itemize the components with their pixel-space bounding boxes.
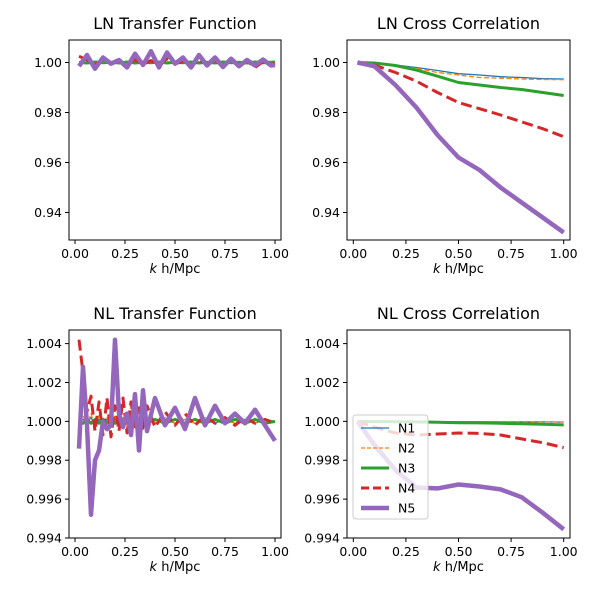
x-axis-label-unit: h/Mpc (157, 560, 200, 575)
series-line-n4 (77, 339, 276, 439)
y-tick-label: 1.004 (304, 336, 340, 351)
x-axis-label-unit: h/Mpc (441, 560, 484, 575)
y-tick-label: 0.98 (312, 105, 340, 120)
x-axis-label: k h/Mpc (433, 262, 484, 277)
series-line-n5 (76, 337, 277, 517)
x-axis-label-unit: h/Mpc (441, 262, 484, 277)
y-tick-label: 1.000 (26, 414, 62, 429)
chart-title: NL Cross Correlation (377, 304, 540, 323)
x-axis-label-variable: k (150, 262, 158, 277)
legend-label-n1: N1 (398, 421, 415, 436)
x-tick-label: 0.25 (111, 246, 139, 261)
x-tick-label: 0.75 (497, 544, 525, 559)
legend-label-n2: N2 (398, 441, 415, 456)
y-tick-label: 0.994 (26, 531, 62, 546)
x-tick-label: 1.00 (550, 544, 578, 559)
x-tick-label: 0.75 (211, 246, 239, 261)
y-tick-label: 0.98 (34, 105, 62, 120)
y-tick-label: 0.994 (304, 531, 340, 546)
legend-label-n5: N5 (398, 501, 415, 516)
x-axis-label-variable: k (433, 262, 441, 277)
x-tick-label: 0.00 (339, 246, 367, 261)
x-axis-label: k h/Mpc (150, 262, 201, 277)
chart-panel-2: LN Cross Correlation 0.00 0.25 0.50 0.75 1.00… (312, 14, 577, 277)
y-tick-label: 1.002 (304, 375, 340, 390)
y-tick-label: 0.996 (304, 492, 340, 507)
y-tick-label: 0.996 (26, 492, 62, 507)
y-tick-label: 1.00 (312, 55, 340, 70)
y-tick-label: 0.96 (312, 155, 340, 170)
y-tick-label: 0.94 (34, 205, 62, 220)
y-tick-label: 0.94 (312, 205, 340, 220)
x-tick-label: 0.50 (161, 544, 189, 559)
y-tick-label: 1.002 (26, 375, 62, 390)
x-axis-label-variable: k (433, 560, 441, 575)
y-tick-label: 1.000 (304, 414, 340, 429)
x-tick-label: 0.25 (392, 544, 420, 559)
chart-panel-3: NL Transfer Function 0.00 0.25 0.50 0.75 1.00… (26, 304, 289, 575)
x-tick-label: 1.00 (261, 544, 289, 559)
x-tick-label: 0.00 (339, 544, 367, 559)
x-tick-label: 0.25 (111, 544, 139, 559)
chart-title: LN Cross Correlation (377, 14, 540, 33)
x-tick-label: 0.75 (211, 544, 239, 559)
legend-box (352, 414, 429, 520)
x-tick-label: 0.50 (161, 246, 189, 261)
x-axis-label: k h/Mpc (433, 560, 484, 575)
axes-frame (68, 39, 282, 241)
legend: N1 N2 N3 N4 N5 (352, 414, 429, 520)
y-tick-label: 0.96 (34, 155, 62, 170)
x-tick-label: 0.50 (445, 246, 473, 261)
x-axis-label-unit: h/Mpc (157, 262, 200, 277)
chart-panel-4: NL Cross Correlation 0.00 0.25 0.50 0.75 1.00… (304, 304, 577, 575)
x-tick-label: 0.00 (61, 544, 89, 559)
y-tick-label: 0.998 (26, 453, 62, 468)
x-tick-label: 0.25 (392, 246, 420, 261)
y-tick-label: 0.998 (304, 453, 340, 468)
chart-title: LN Transfer Function (93, 14, 256, 33)
x-tick-label: 0.75 (497, 246, 525, 261)
legend-label-n4: N4 (398, 481, 415, 496)
x-tick-label: 0.50 (445, 544, 473, 559)
x-tick-label: 1.00 (261, 246, 289, 261)
y-tick-label: 1.00 (34, 55, 62, 70)
legend-label-n3: N3 (398, 461, 415, 476)
series-line-n4 (357, 61, 565, 139)
series-line-n3 (357, 61, 564, 97)
x-axis-label-variable: k (150, 560, 158, 575)
x-tick-label: 0.00 (61, 246, 89, 261)
y-tick-label: 1.004 (26, 336, 62, 351)
x-tick-label: 1.00 (550, 246, 578, 261)
chart-panel-1: LN Transfer Function 0.00 0.25 0.50 0.75 1.00… (34, 14, 289, 277)
x-axis-label: k h/Mpc (150, 560, 201, 575)
series-line-n5 (357, 60, 566, 235)
chart-title: NL Transfer Function (93, 304, 256, 323)
series-line-n5 (77, 48, 276, 71)
